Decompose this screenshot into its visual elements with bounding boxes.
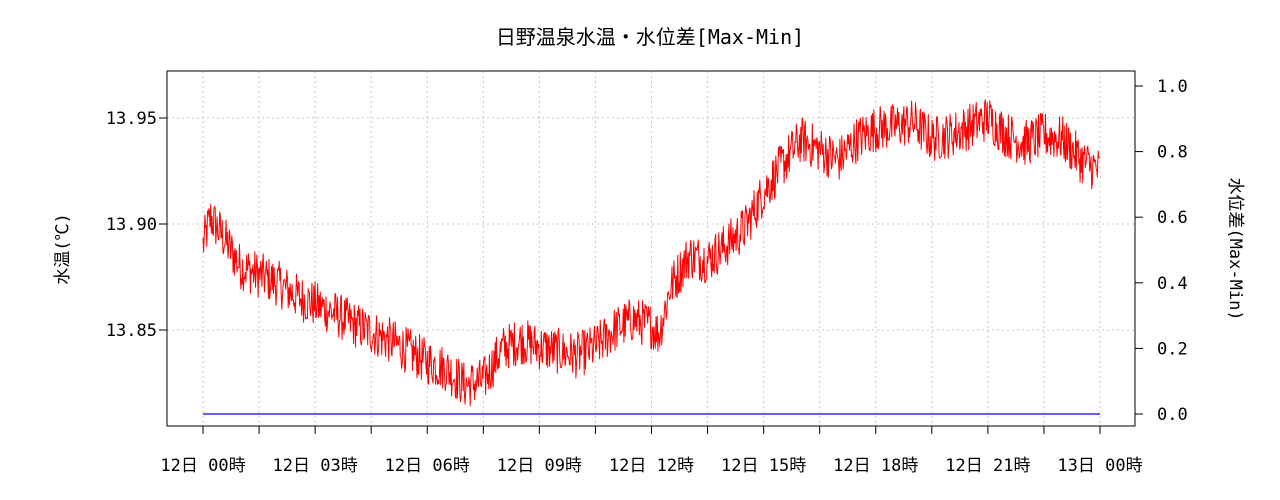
y-axis-left-label: 水温(℃) <box>53 213 73 284</box>
grid-layer <box>167 71 1135 426</box>
water-temperature-line <box>202 99 1101 407</box>
y-right-tick-label: 0.8 <box>1157 143 1188 163</box>
y-right-tick-label: 0.2 <box>1157 339 1188 359</box>
y-right-tick-label: 1.0 <box>1157 77 1188 97</box>
x-tick-label: 12日 21時 <box>945 456 1030 476</box>
x-tick-label: 12日 03時 <box>273 456 358 476</box>
x-tick-label: 12日 09時 <box>497 456 582 476</box>
y-axis-right-label: 水位差(Max-Min) <box>1225 177 1245 320</box>
y-left-tick-label: 13.85 <box>106 321 157 341</box>
series-layer <box>202 99 1101 415</box>
x-tick-label: 12日 00時 <box>160 456 245 476</box>
y-left-tick-label: 13.95 <box>106 109 157 129</box>
x-tick-label: 12日 12時 <box>609 456 694 476</box>
y-right-tick-label: 0.4 <box>1157 274 1188 294</box>
y-right-tick-label: 0.6 <box>1157 208 1188 228</box>
x-tick-label: 13日 00時 <box>1057 456 1142 476</box>
x-tick-label: 12日 06時 <box>385 456 470 476</box>
axis-layer: 12日 00時 12日 03時 12日 06時 12日 09時 12日 12時 12日 1… <box>106 77 1188 476</box>
y-left-tick-label: 13.90 <box>106 215 157 235</box>
chart-title: 日野温泉水温・水位差[Max-Min] <box>496 25 804 49</box>
x-tick-label: 12日 15時 <box>721 456 806 476</box>
y-right-tick-label: 0.0 <box>1157 405 1188 425</box>
x-tick-label: 12日 18時 <box>833 456 918 476</box>
